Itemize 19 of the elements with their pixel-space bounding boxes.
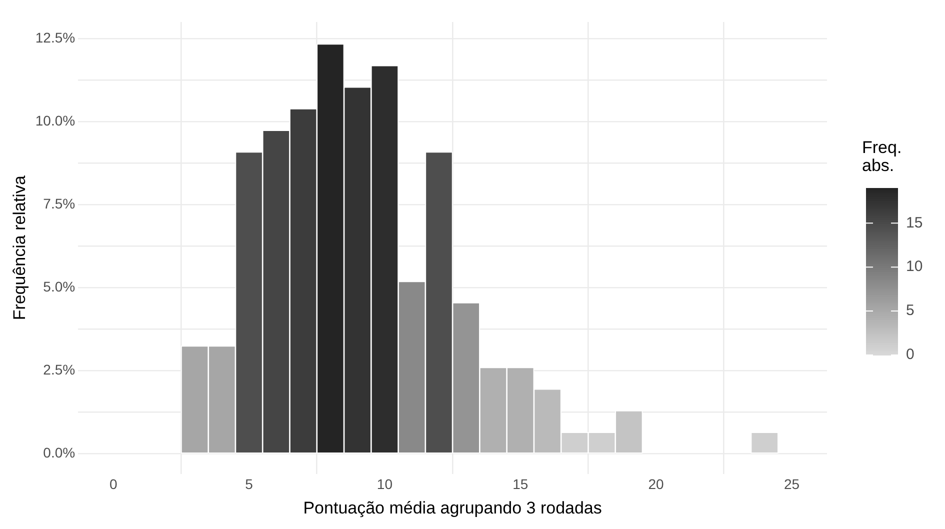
y-tick-label: 2.5%: [43, 362, 76, 378]
y-tick-label: 5.0%: [43, 278, 76, 295]
y-tick-label: 7.5%: [43, 196, 76, 212]
x-tick-label: 20: [648, 476, 664, 492]
color-bar-label: 0: [906, 346, 914, 364]
x-tick-label: 0: [109, 476, 118, 492]
x-tick-label: 25: [784, 476, 800, 492]
color-bar-label: 15: [906, 214, 923, 232]
y-tick-label: 12.5%: [35, 29, 76, 46]
color-bar-label: 5: [906, 302, 914, 320]
x-axis-title: Pontuação média agrupando 3 rodadas: [303, 498, 602, 518]
y-tick-label: 10.0%: [35, 112, 76, 129]
y-axis-title: Frequência relativa: [10, 175, 29, 320]
color-bar-title: Freq. abs.: [862, 138, 902, 175]
x-tick-label: 15: [512, 476, 528, 492]
x-tick-label: 5: [245, 476, 254, 492]
y-tick-label: 0.0%: [43, 444, 76, 461]
color-bar-label: 10: [906, 258, 923, 276]
x-tick-label: 10: [376, 476, 393, 492]
